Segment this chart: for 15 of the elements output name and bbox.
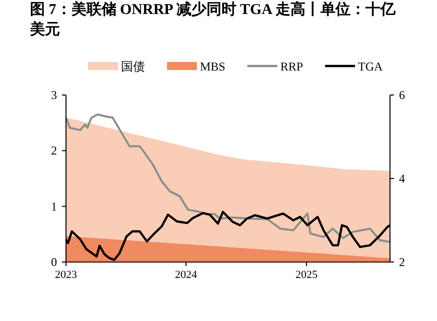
x-tick-label: 2025 xyxy=(295,269,318,281)
legend-label: MBS xyxy=(200,60,226,74)
y-tick-label: 3 xyxy=(51,88,57,102)
title: 图 7：美联储 ONRRP 减少同时 TGA 走高丨单位：十亿美元 xyxy=(30,0,396,40)
y-tick-label: 0 xyxy=(51,255,57,269)
legend-label: TGA xyxy=(358,60,384,74)
y2-tick-label: 6 xyxy=(399,88,405,102)
y-tick-label: 1 xyxy=(51,199,57,214)
y2-tick-label: 2 xyxy=(399,255,405,269)
x-tick-label: 2024 xyxy=(175,269,198,281)
x-tick-label: 2023 xyxy=(55,269,78,281)
legend-label: RRP xyxy=(280,60,304,74)
y-tick-label: 2 xyxy=(51,144,57,158)
y2-tick-label: 4 xyxy=(399,172,405,186)
legend-label: 国债 xyxy=(121,60,145,74)
